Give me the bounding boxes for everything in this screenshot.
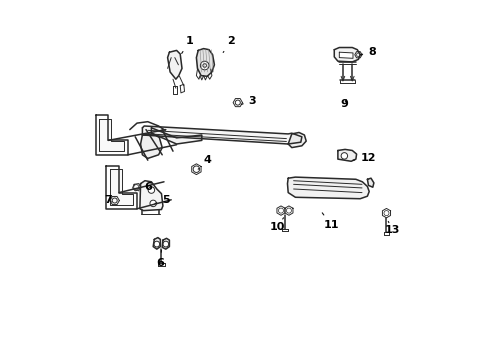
Text: 6: 6 <box>156 250 164 268</box>
Text: 6: 6 <box>139 182 152 192</box>
Polygon shape <box>339 52 353 58</box>
Polygon shape <box>153 238 160 249</box>
Circle shape <box>148 187 155 193</box>
Polygon shape <box>133 184 141 191</box>
Text: 11: 11 <box>322 213 339 230</box>
Polygon shape <box>338 149 357 161</box>
Circle shape <box>154 241 160 247</box>
Polygon shape <box>334 48 360 62</box>
Polygon shape <box>168 50 182 79</box>
Polygon shape <box>288 132 306 148</box>
Text: 5: 5 <box>155 195 170 205</box>
Text: 1: 1 <box>182 36 194 54</box>
Circle shape <box>163 241 169 247</box>
Polygon shape <box>368 178 374 187</box>
Text: 3: 3 <box>242 96 256 106</box>
Polygon shape <box>141 134 162 158</box>
Text: 7: 7 <box>104 195 112 205</box>
Polygon shape <box>162 238 170 249</box>
Circle shape <box>341 153 347 159</box>
Text: 8: 8 <box>360 47 376 57</box>
Polygon shape <box>99 119 124 151</box>
Circle shape <box>200 61 209 70</box>
Text: 12: 12 <box>353 153 376 163</box>
Polygon shape <box>151 128 202 144</box>
Circle shape <box>150 200 156 207</box>
Text: 9: 9 <box>340 99 348 109</box>
Text: 4: 4 <box>198 155 212 169</box>
Circle shape <box>134 185 139 190</box>
Polygon shape <box>140 181 163 211</box>
Text: 10: 10 <box>270 218 285 232</box>
Polygon shape <box>110 169 133 205</box>
Polygon shape <box>288 177 369 199</box>
Text: 2: 2 <box>223 36 235 53</box>
Text: 13: 13 <box>385 221 400 235</box>
Polygon shape <box>143 126 302 144</box>
Polygon shape <box>196 49 215 76</box>
